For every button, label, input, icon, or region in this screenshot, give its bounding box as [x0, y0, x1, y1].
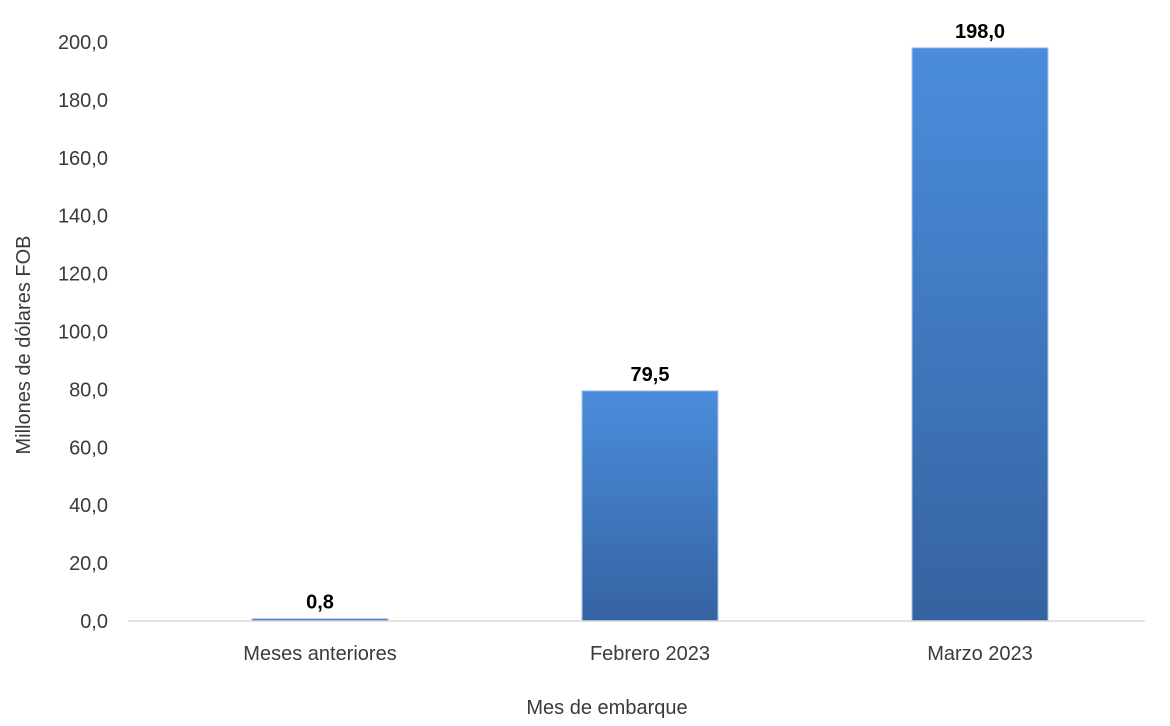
x-axis-category-labels: Meses anteriores Febrero 2023 Marzo 2023 — [243, 643, 1033, 665]
y-axis-title: Millones de dólares FOB — [13, 236, 35, 455]
x-category-label: Meses anteriores — [243, 643, 396, 665]
y-tick-label: 100,0 — [58, 322, 108, 344]
bar — [911, 47, 1049, 622]
x-category-label: Febrero 2023 — [590, 643, 710, 665]
bar — [581, 390, 719, 622]
y-tick-label: 140,0 — [58, 206, 108, 228]
x-axis-title: Mes de embarque — [526, 697, 687, 719]
y-tick-label: 180,0 — [58, 90, 108, 112]
bar-value-label: 0,8 — [306, 592, 334, 614]
data-labels-group: 0,8 79,5 198,0 — [306, 21, 1005, 614]
y-axis-ticks: 0,0 20,0 40,0 60,0 80,0 100,0 120,0 140,0 160,0 1… — [58, 32, 108, 633]
y-tick-label: 60,0 — [69, 437, 108, 459]
bar-value-label: 198,0 — [955, 21, 1005, 43]
bar-value-label: 79,5 — [631, 364, 670, 386]
y-tick-label: 40,0 — [69, 495, 108, 517]
y-tick-label: 0,0 — [80, 611, 108, 633]
bars-group — [251, 47, 1049, 622]
x-category-label: Marzo 2023 — [927, 643, 1033, 665]
y-tick-label: 160,0 — [58, 148, 108, 170]
y-tick-label: 80,0 — [69, 379, 108, 401]
y-tick-label: 200,0 — [58, 32, 108, 54]
y-tick-label: 20,0 — [69, 553, 108, 575]
y-tick-label: 120,0 — [58, 264, 108, 286]
